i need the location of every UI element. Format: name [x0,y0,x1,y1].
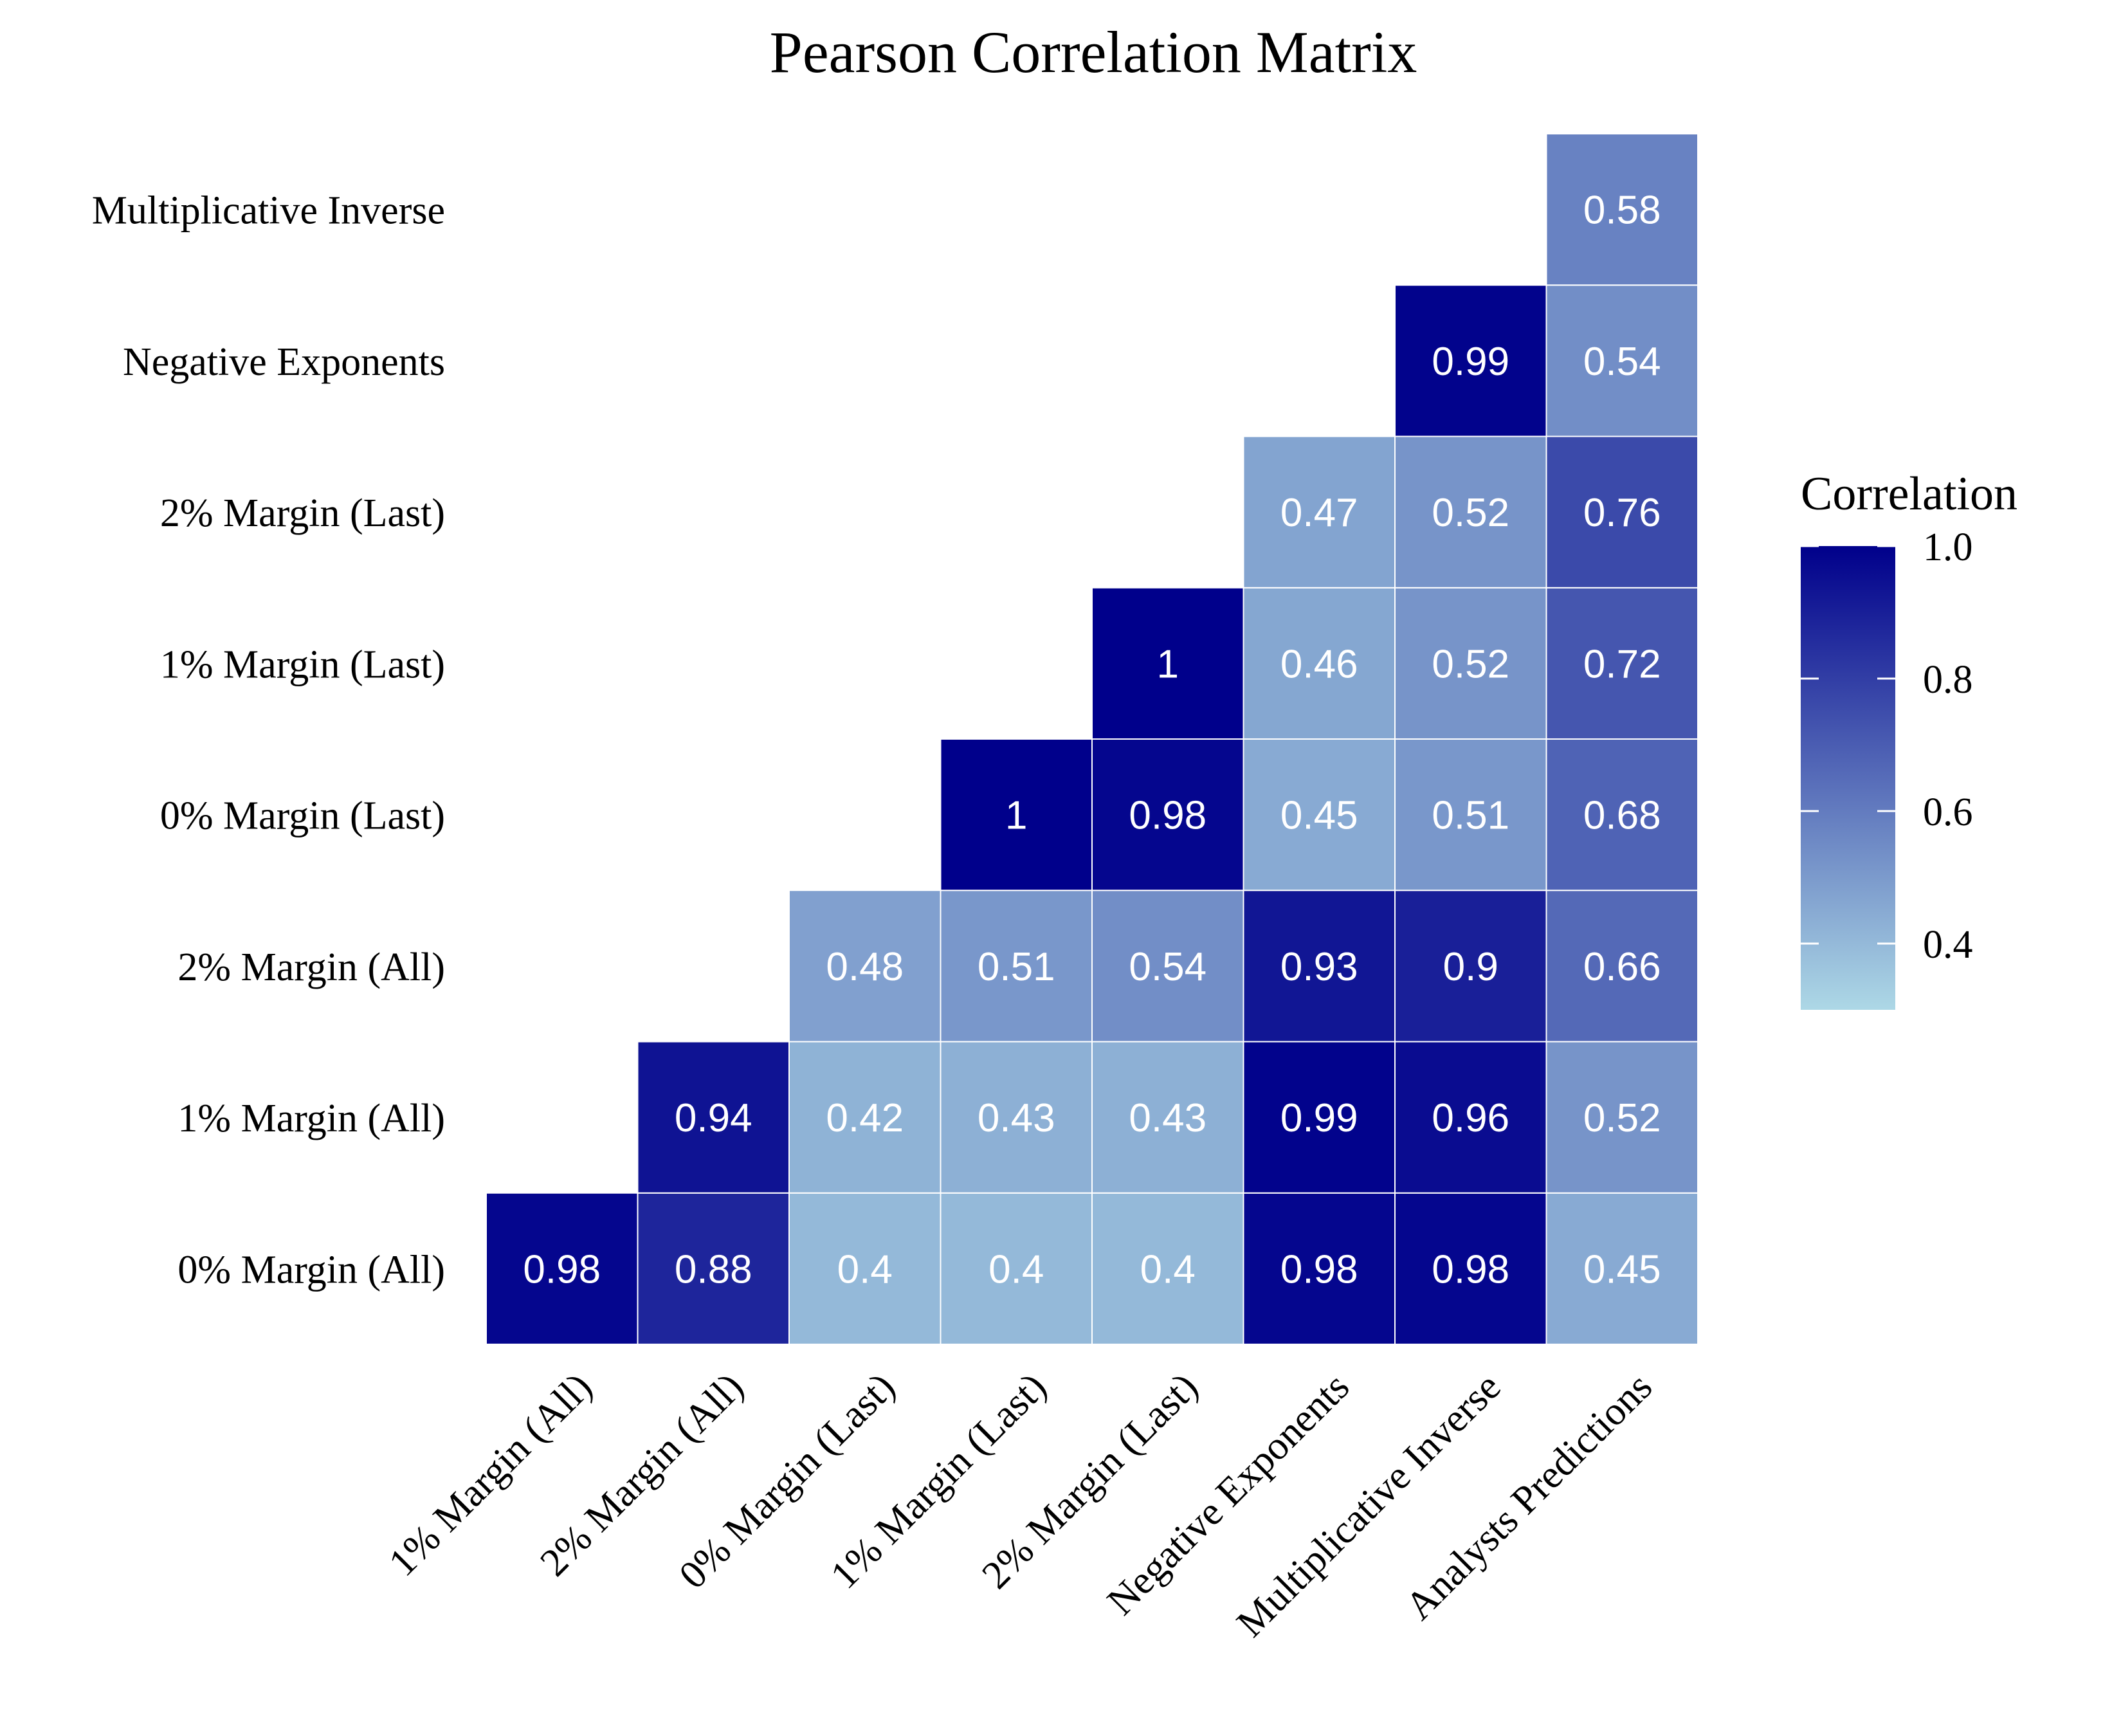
legend-tick-label: 0.8 [1923,658,1973,702]
heatmap-cell [940,738,1093,891]
y-tick-label: 0% Margin (Last) [160,794,445,838]
cell-value-label: 0.54 [1129,945,1206,989]
heatmap-cell [788,1041,942,1194]
heatmap-cell [940,890,1093,1043]
y-tick-label: 1% Margin (All) [178,1097,445,1140]
y-axis-labels: 0% Margin (All) 1% Margin (All) 2% Margin … [92,189,445,1292]
y-tick-label: 2% Margin (Last) [160,491,445,535]
cell-value-label: 0.98 [1280,1247,1358,1292]
y-tick-label: 2% Margin (All) [178,946,445,989]
heatmap-cell [1243,890,1396,1043]
cell-value-label: 0.43 [1129,1096,1206,1140]
legend-colorbar [1801,546,1895,1010]
heatmap-cell [1394,587,1547,740]
y-tick-label: Negative Exponents [123,340,445,384]
heatmap-cell [1091,1192,1244,1345]
heatmap-cell [637,1192,790,1345]
legend-tick-label: 0.6 [1923,790,1973,834]
heatmap-cell [1394,890,1547,1043]
cell-value-label: 0.46 [1280,642,1358,686]
cell-value-label: 0.99 [1280,1096,1358,1140]
cell-value-label: 0.68 [1583,794,1661,838]
cell-value-label: 0.9 [1443,945,1498,989]
cell-value-label: 0.51 [1432,794,1509,838]
cell-value-label: 0.4 [837,1247,893,1292]
heatmap-cell [637,1041,790,1194]
heatmap-cell [1394,1192,1547,1345]
cell-value-label: 0.52 [1432,642,1509,686]
heatmap-cell [1545,587,1698,740]
y-tick-label: 0% Margin (All) [178,1248,445,1292]
heatmap-cell [940,1192,1093,1345]
legend-title: Correlation [1801,468,2017,520]
cell-value-label: 0.45 [1280,794,1358,838]
chart-title: Pearson Correlation Matrix [770,19,1417,85]
cell-value-label: 0.72 [1583,642,1661,686]
cell-value-label: 0.99 [1432,340,1509,384]
legend-tick-label: 1.0 [1923,525,1973,569]
heatmap-cell [1243,587,1396,740]
cell-value-label: 0.43 [978,1096,1055,1140]
cell-value-label: 0.96 [1432,1096,1509,1140]
heatmap-cell [1091,738,1244,891]
cell-value-label: 0.76 [1583,491,1661,535]
color-legend: Correlation 1.0 0.8 0.6 0.4 [1801,468,2017,1010]
cell-value-label: 0.98 [1432,1247,1509,1292]
cell-value-label: 0.45 [1583,1247,1661,1292]
cell-value-label: 0.88 [675,1247,752,1292]
heatmap-cell [1545,435,1698,589]
cell-value-label: 0.47 [1280,491,1358,535]
y-tick-label: Multiplicative Inverse [92,189,445,233]
cell-value-label: 0.4 [1140,1247,1196,1292]
legend-tick-label: 0.4 [1923,923,1973,967]
cell-value-label: 1 [1157,642,1179,686]
cell-value-label: 0.98 [523,1247,601,1292]
cell-value-label: 0.54 [1583,340,1661,384]
heatmap-cell [1243,435,1396,589]
heatmap-cell [1091,890,1244,1043]
cell-value-label: 0.58 [1583,188,1661,233]
heatmap-cell [1545,133,1698,286]
heatmap-cell [1243,1192,1396,1345]
x-tick-label: Analysts Predictions [1397,1365,1661,1629]
heatmap-cell [788,890,942,1043]
y-tick-label: 1% Margin (Last) [160,643,445,686]
heatmap-cell [1545,1192,1698,1345]
cell-value-label: 1 [1005,794,1027,838]
cell-value-label: 0.4 [988,1247,1044,1292]
heatmap-cell [1091,587,1244,740]
cell-value-label: 0.51 [978,945,1055,989]
heatmap-cell [1545,738,1698,891]
heatmap-cell [1545,284,1698,437]
heatmap-cells: 0.98 0.88 0.4 0.4 0.4 0.98 0.98 0.45 0.94 0.42 0.4… [486,133,1698,1345]
heatmap-cell [1394,284,1547,437]
x-tick-label: Multiplicative Inverse [1228,1365,1509,1645]
x-axis-labels: 1% Margin (All)2% Margin (All)0% Margin … [381,1365,1661,1645]
heatmap-cell [1394,738,1547,891]
cell-value-label: 0.66 [1583,945,1661,989]
cell-value-label: 0.98 [1129,794,1206,838]
cell-value-label: 0.48 [826,945,904,989]
cell-value-label: 0.94 [675,1096,752,1140]
heatmap-cell [1091,1041,1244,1194]
cell-value-label: 0.42 [826,1096,904,1140]
cell-value-label: 0.52 [1432,491,1509,535]
heatmap-cell [486,1192,639,1345]
heatmap-cell [1545,1041,1698,1194]
heatmap-cell [1243,1041,1396,1194]
cell-value-label: 0.93 [1280,945,1358,989]
heatmap-cell [1545,890,1698,1043]
cell-value-label: 0.52 [1583,1096,1661,1140]
